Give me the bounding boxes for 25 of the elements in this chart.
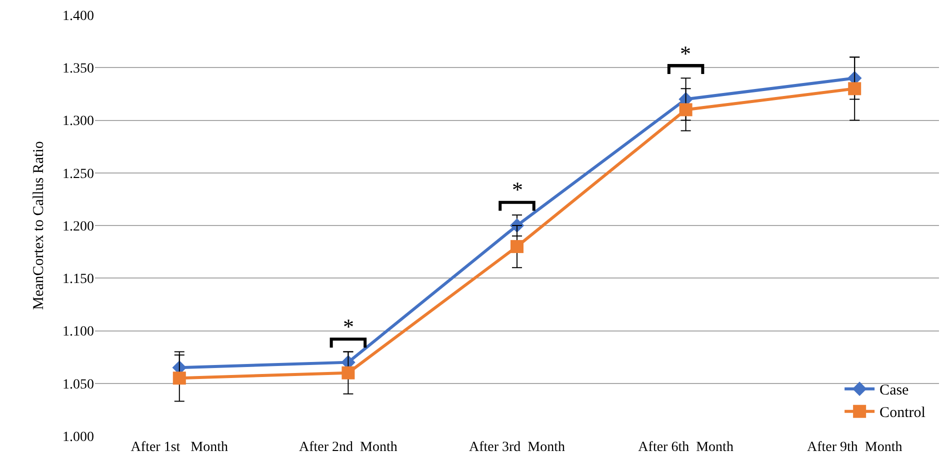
point bbox=[342, 366, 355, 380]
y-tick-label: 1.300 bbox=[62, 114, 94, 130]
point bbox=[172, 372, 186, 385]
y-tick-label: 1.400 bbox=[62, 8, 94, 24]
y-tick-label: 1.100 bbox=[62, 324, 94, 340]
y-tick-label: 1.050 bbox=[62, 377, 94, 392]
point bbox=[848, 82, 862, 96]
x-tick-label: After 3rd Month bbox=[468, 440, 566, 455]
x-tick-label: After 6th Month bbox=[638, 440, 734, 455]
point bbox=[679, 103, 692, 116]
annotation: * bbox=[343, 314, 354, 339]
y-tick-label: 1.000 bbox=[62, 430, 94, 445]
y-axis-title: MeanCortex to Callus Ratio bbox=[30, 141, 47, 310]
y-tick-label: 1.250 bbox=[62, 166, 94, 182]
point bbox=[510, 240, 524, 254]
x-tick-label: After 1st Month bbox=[130, 440, 228, 455]
legend-label: Control bbox=[880, 405, 926, 422]
y-tick-label: 1.150 bbox=[62, 272, 94, 288]
annotation: * bbox=[512, 177, 523, 202]
x-tick-label: After 2nd Month bbox=[299, 440, 398, 455]
y-tick-label: 1.350 bbox=[62, 62, 94, 77]
legend-label: Case bbox=[880, 382, 910, 399]
annotation: * bbox=[680, 41, 691, 66]
x-tick-label: After 9th Month bbox=[806, 440, 902, 455]
y-tick-label: 1.200 bbox=[62, 219, 94, 234]
